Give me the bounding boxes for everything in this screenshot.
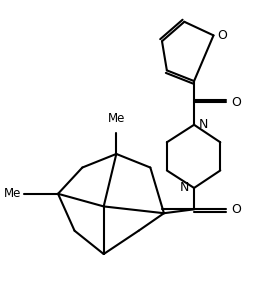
- Text: Me: Me: [108, 112, 125, 125]
- Text: O: O: [231, 203, 241, 216]
- Text: O: O: [231, 96, 241, 109]
- Text: Me: Me: [4, 187, 21, 200]
- Text: O: O: [217, 29, 227, 42]
- Text: N: N: [180, 181, 189, 195]
- Text: N: N: [199, 118, 208, 131]
